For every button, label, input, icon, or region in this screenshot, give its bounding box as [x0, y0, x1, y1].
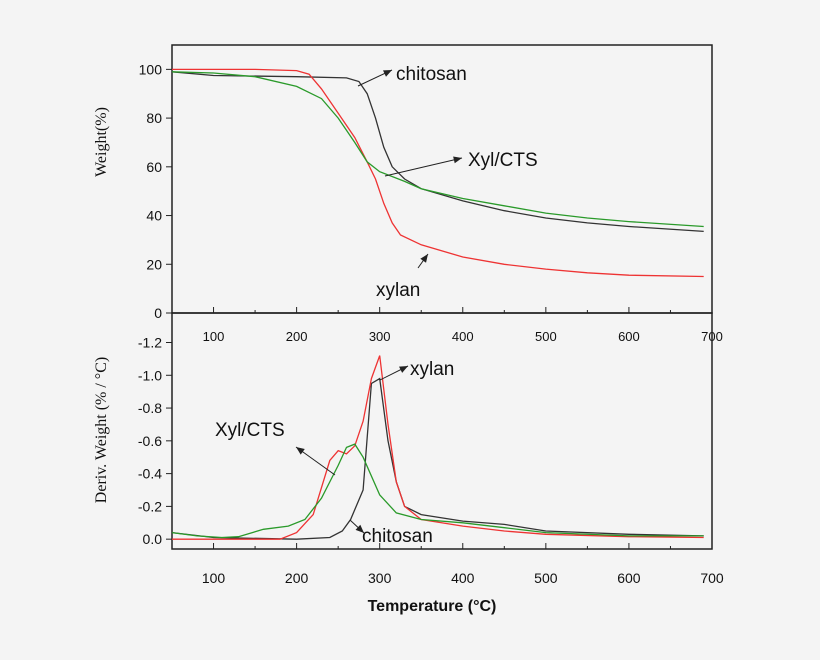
annotation-top-xylcts: Xyl/CTS	[468, 150, 538, 171]
top-y-axis-label: Weight(%)	[93, 107, 110, 177]
x-tick-label: 400	[452, 329, 474, 344]
x-tick-label: 100	[202, 570, 226, 586]
annotation-bottom-xylan: xylan	[410, 359, 454, 380]
series-line-chitosan	[171, 377, 704, 540]
arrowhead-icon	[399, 366, 408, 373]
plot-frame	[171, 44, 713, 314]
y-tick-label: 100	[139, 61, 163, 77]
y-tick-label: -0.8	[138, 400, 162, 416]
arrowhead-icon	[383, 70, 392, 77]
y-tick-label: 0	[154, 305, 162, 321]
y-tick-label: -1.0	[138, 367, 162, 383]
dtg-panel: 100 200 300 400 500 600 700 0.0 -0.2 -0.4 -0.6 -0.8…	[138, 312, 724, 586]
x-tick-label: 200	[285, 570, 309, 586]
series-line-xyl-cts	[171, 443, 704, 539]
annotation-arrows	[295, 69, 463, 534]
annotation-top-chitosan: chitosan	[396, 64, 467, 85]
series-line-chitosan	[171, 71, 704, 233]
arrowhead-icon	[453, 156, 462, 164]
annotation-top-xylan: xylan	[376, 280, 420, 301]
arrowhead-icon	[355, 524, 364, 533]
arrowhead-icon	[296, 447, 305, 455]
x-axis-label: Temperature (°C)	[368, 598, 497, 615]
y-tick-label: -0.4	[138, 466, 162, 482]
x-tick-label: 400	[451, 570, 475, 586]
x-tick-label: 200	[286, 329, 308, 344]
bottom-y-axis-label: Deriv. Weight (% / °C)	[93, 357, 110, 503]
y-tick-label: 40	[146, 208, 162, 224]
x-tick-label: 700	[700, 570, 724, 586]
y-tick-label: -1.2	[138, 335, 162, 351]
y-tick-label: 60	[146, 159, 162, 175]
annotation-bottom-xylcts: Xyl/CTS	[215, 420, 285, 441]
series-line-xylan	[172, 355, 704, 540]
annotation-arrow	[384, 157, 463, 177]
y-tick-label: -0.2	[138, 498, 162, 514]
x-tick-label: 500	[534, 570, 558, 586]
series-line-xylan	[172, 68, 704, 278]
y-tick-label: 80	[146, 110, 162, 126]
x-tick-label: 300	[368, 570, 392, 586]
series-line-xyl-cts	[171, 71, 704, 228]
annotation-bottom-chitosan: chitosan	[362, 526, 433, 547]
y-tick-label: -0.6	[138, 433, 162, 449]
x-tick-label: 600	[618, 329, 640, 344]
arrowhead-icon	[420, 254, 428, 263]
x-tick-label: 300	[369, 329, 391, 344]
x-tick-label: 500	[535, 329, 557, 344]
x-tick-label: 600	[617, 570, 641, 586]
x-tick-label: 100	[203, 329, 225, 344]
y-tick-label: 0.0	[143, 531, 163, 547]
plot-frame	[171, 312, 713, 550]
y-tick-label: 20	[146, 256, 162, 272]
